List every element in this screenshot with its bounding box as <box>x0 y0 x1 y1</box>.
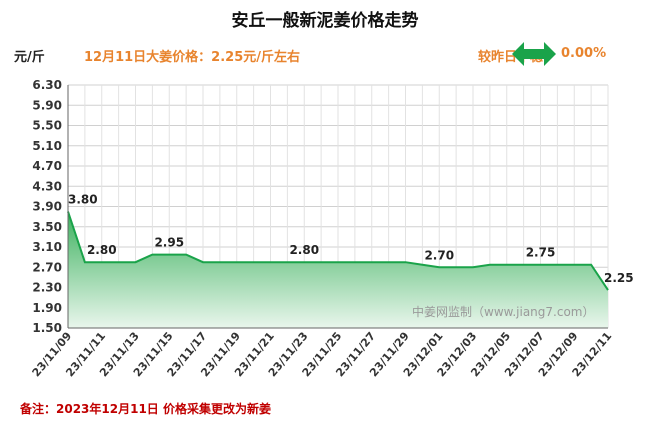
data-label: 2.80 <box>87 243 117 257</box>
y-tick-label: 6.30 <box>32 78 62 92</box>
y-tick-label: 5.50 <box>32 119 62 133</box>
price-area <box>68 211 608 328</box>
y-tick-label: 2.70 <box>32 260 62 274</box>
footer-note: 备注：2023年12月11日 价格采集更改为新姜 <box>20 402 271 416</box>
change-percent: 0.00% <box>561 46 607 61</box>
y-tick-label: 3.10 <box>32 240 62 254</box>
watermark: 中姜网监制（www.jiang7.com） <box>412 304 594 319</box>
chart-title: 安丘一般新泥姜价格走势 <box>231 11 419 31</box>
data-label: 3.80 <box>68 193 98 207</box>
y-tick-label: 3.50 <box>32 220 62 234</box>
data-label: 2.75 <box>526 246 556 260</box>
y-tick-label: 1.50 <box>32 321 62 335</box>
price-line <box>67 211 609 291</box>
y-tick-label: 1.90 <box>32 301 62 315</box>
left-right-arrow-icon <box>512 42 556 66</box>
y-tick-label: 5.90 <box>32 98 62 112</box>
price-summary: 12月11日大姜价格：2.25元/斤左右 <box>84 50 301 65</box>
y-tick-label: 4.30 <box>32 179 62 193</box>
data-label: 2.80 <box>289 243 319 257</box>
data-label: 2.25 <box>604 271 634 285</box>
y-axis-unit: 元/斤 <box>14 50 45 65</box>
y-tick-label: 2.30 <box>32 281 62 295</box>
y-tick-label: 3.90 <box>32 200 62 214</box>
data-label: 2.70 <box>424 248 454 262</box>
y-tick-label: 4.70 <box>32 159 62 173</box>
data-label: 2.95 <box>154 236 184 250</box>
y-tick-label: 5.10 <box>32 139 62 153</box>
